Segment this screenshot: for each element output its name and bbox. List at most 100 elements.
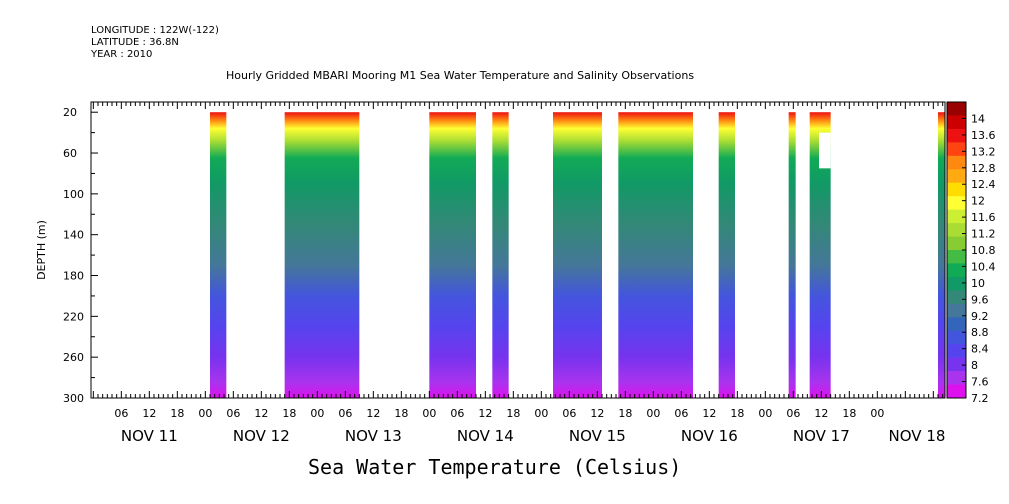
x-day-label-0: NOV 11 — [121, 427, 178, 445]
x-day-label-4: NOV 15 — [569, 427, 626, 445]
colorbar-label-5: 12 — [971, 195, 985, 208]
data-segment-7 — [788, 112, 796, 398]
x-day-label-5: NOV 16 — [681, 427, 738, 445]
data-layer — [210, 112, 945, 398]
x-hour-tick-label-21: 12 — [702, 407, 716, 420]
x-hour-tick-label-1: 12 — [142, 407, 156, 420]
x-hour-tick-label-6: 18 — [282, 407, 296, 420]
x-hour-tick-label-22: 18 — [730, 407, 744, 420]
y-tick-label-5: 220 — [63, 310, 84, 323]
colorbar-label-14: 8.4 — [971, 343, 989, 356]
x-day-label-1: NOV 12 — [233, 427, 290, 445]
x-day-label-6: NOV 17 — [793, 427, 850, 445]
x-hour-tick-label-23: 00 — [758, 407, 772, 420]
x-hour-tick-label-2: 18 — [170, 407, 184, 420]
data-segment-9 — [938, 112, 945, 398]
x-hour-tick-label-16: 06 — [562, 407, 576, 420]
colorbar-cell-7 — [947, 196, 966, 210]
x-hour-tick-label-11: 00 — [422, 407, 436, 420]
colorbar-cell-14 — [947, 290, 966, 305]
x-hour-tick-label-7: 00 — [310, 407, 324, 420]
x-hour-tick-label-12: 06 — [450, 407, 464, 420]
y-tick-label-7: 300 — [63, 392, 84, 405]
y-tick-label-3: 140 — [63, 229, 84, 242]
colorbar-cell-1 — [947, 115, 966, 130]
data-segment-1 — [284, 112, 360, 398]
colorbar-cell-17 — [947, 330, 966, 345]
colorbar-label-15: 8 — [971, 359, 978, 372]
x-axis-label: Sea Water Temperature (Celsius) — [308, 455, 682, 479]
colorbar-cell-20 — [947, 371, 966, 385]
colorbar-cell-0 — [947, 102, 966, 116]
colorbar-label-13: 8.8 — [971, 326, 989, 339]
colorbar-label-7: 11.2 — [971, 228, 996, 241]
colorbar: 14 13.6 13.2 12.8 12.4 12 11.6 11.2 10.8 10.4 10 9.… — [946, 101, 996, 405]
y-tick-label-1: 60 — [63, 147, 77, 160]
colorbar-label-6: 11.6 — [971, 211, 996, 224]
colorbar-label-12: 9.2 — [971, 310, 989, 323]
x-hour-tick-label-17: 12 — [590, 407, 604, 420]
chart-title: Hourly Gridded MBARI Mooring M1 Sea Wate… — [226, 69, 695, 82]
colorbar-cell-21 — [947, 384, 966, 399]
colorbar-label-4: 12.4 — [971, 178, 996, 191]
x-hour-tick-label-15: 00 — [534, 407, 548, 420]
colorbar-cell-4 — [947, 155, 966, 170]
data-segment-0 — [210, 112, 227, 398]
x-hour-tick-label-10: 18 — [394, 407, 408, 420]
colorbar-label-11: 9.6 — [971, 293, 989, 306]
x-hour-tick-label-5: 12 — [254, 407, 268, 420]
colorbar-label-17: 7.2 — [971, 392, 989, 405]
colorbar-cell-15 — [947, 303, 966, 318]
x-hour-tick-label-20: 06 — [674, 407, 688, 420]
data-segment-2 — [429, 112, 476, 398]
data-segment-3 — [492, 112, 509, 398]
colorbar-label-9: 10.4 — [971, 260, 996, 273]
data-segment-5 — [618, 112, 693, 398]
x-hour-tick-label-13: 12 — [478, 407, 492, 420]
colorbar-cell-5 — [947, 169, 966, 184]
x-hour-tick-label-25: 12 — [814, 407, 828, 420]
x-day-label-2: NOV 13 — [345, 427, 402, 445]
colorbar-label-3: 12.8 — [971, 162, 996, 175]
colorbar-label-0: 14 — [971, 112, 985, 125]
colorbar-cell-16 — [947, 317, 966, 332]
axes-layer: 20 60 100 140 180 220 260 300 DEPTH (m) 06 12 18 00 0… — [35, 101, 946, 445]
x-hour-tick-label-24: 06 — [786, 407, 800, 420]
x-hour-tick-label-14: 18 — [506, 407, 520, 420]
data-segment-8 — [809, 112, 831, 398]
colorbar-cell-10 — [947, 236, 966, 251]
colorbar-cell-6 — [947, 182, 966, 197]
y-axis-label: DEPTH (m) — [35, 220, 48, 280]
y-tick-label-4: 180 — [63, 270, 84, 283]
colorbar-cell-12 — [947, 263, 966, 278]
data-segment-4 — [553, 112, 602, 398]
colorbar-cell-2 — [947, 128, 966, 143]
colorbar-cell-8 — [947, 209, 966, 224]
colorbar-cell-18 — [947, 344, 966, 358]
year-label: YEAR : 2010 — [91, 49, 153, 60]
colorbar-label-2: 13.2 — [971, 145, 996, 158]
longitude-label: LONGITUDE : 122W(-122) — [91, 25, 219, 36]
x-hour-tick-label-27: 00 — [870, 407, 884, 420]
colorbar-label-16: 7.6 — [971, 376, 989, 389]
x-minor-ticks — [92, 102, 944, 398]
y-tick-label-2: 100 — [63, 188, 84, 201]
x-hour-tick-label-8: 06 — [338, 407, 352, 420]
colorbar-cell-3 — [947, 142, 966, 157]
latitude-label: LATITUDE : 36.8N — [91, 37, 179, 48]
colorbar-label-1: 13.6 — [971, 129, 996, 142]
colorbar-cell-13 — [947, 276, 966, 291]
x-hour-tick-label-0: 06 — [114, 407, 128, 420]
x-day-label-7: NOV 18 — [889, 427, 946, 445]
x-hour-tick-label-18: 18 — [618, 407, 632, 420]
x-hour-tick-label-19: 00 — [646, 407, 660, 420]
x-day-label-3: NOV 14 — [457, 427, 514, 445]
x-hour-tick-label-3: 00 — [198, 407, 212, 420]
x-hour-tick-label-26: 18 — [842, 407, 856, 420]
data-segment-6 — [718, 112, 735, 398]
y-tick-label-0: 20 — [63, 106, 77, 119]
x-hour-tick-label-9: 12 — [366, 407, 380, 420]
colorbar-cell-11 — [947, 250, 966, 264]
colorbar-label-8: 10.8 — [971, 244, 996, 257]
